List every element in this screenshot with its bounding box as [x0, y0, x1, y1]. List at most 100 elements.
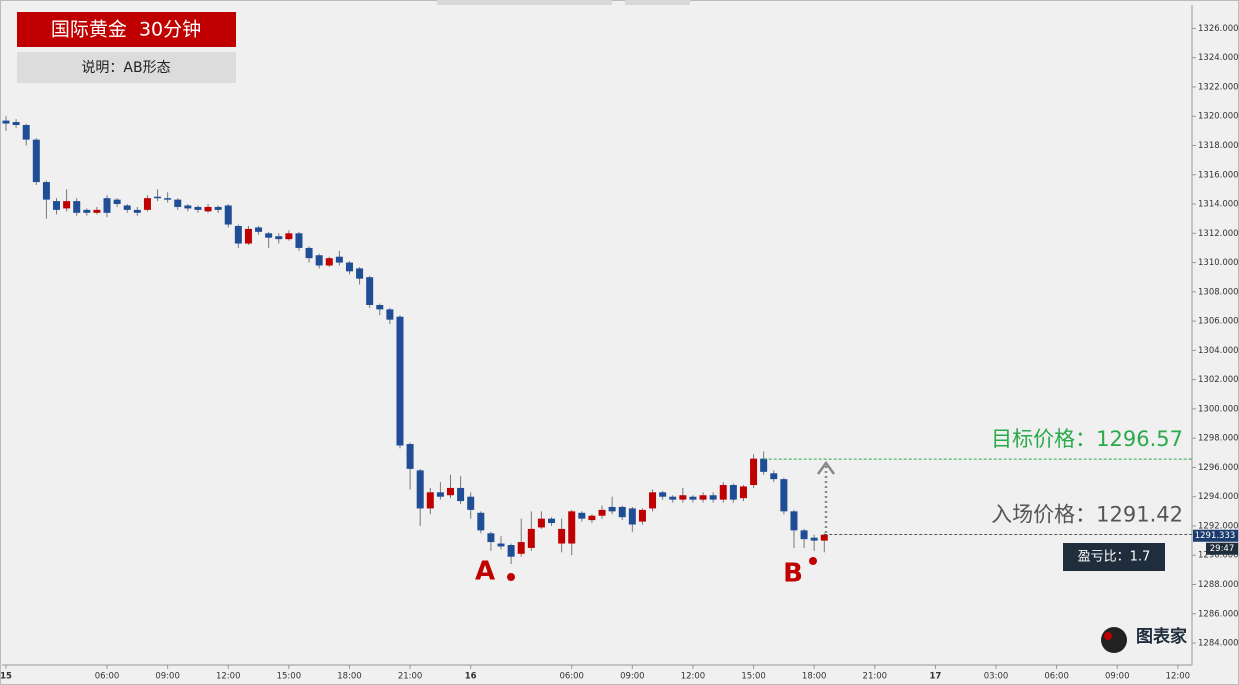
candle-body	[133, 209, 141, 213]
candle-body	[800, 530, 808, 540]
logo-icon	[1101, 627, 1127, 653]
candle-body	[598, 509, 606, 516]
candle-body	[578, 512, 586, 519]
x-tick-label: 06:00	[559, 672, 584, 682]
x-tick-label: 06:00	[1044, 672, 1069, 682]
x-tick-label: 15:00	[741, 672, 766, 682]
y-tick-label: 1326.000	[1198, 24, 1239, 34]
candle-body	[699, 495, 707, 500]
candle-body	[436, 492, 444, 497]
x-tick-label: 21:00	[863, 672, 888, 682]
risk-reward: 盈亏比：1.7	[1078, 550, 1151, 565]
x-tick-label: 03:00	[984, 672, 1009, 682]
candle-body	[507, 545, 515, 557]
y-tick-label: 1308.000	[1198, 287, 1239, 297]
candle-body	[638, 509, 646, 522]
candle-body	[143, 198, 151, 210]
candle-body	[396, 316, 404, 446]
current-price-tag	[1193, 529, 1238, 542]
candle-body	[750, 458, 758, 485]
point-a-label: A	[475, 557, 495, 587]
x-tick-label: 12:00	[216, 672, 241, 682]
candle-body	[679, 495, 687, 500]
candle-body	[93, 209, 101, 213]
candle-body	[22, 125, 30, 140]
chart-subtitle: 说明：AB形态	[81, 60, 170, 76]
candle-body	[325, 258, 333, 266]
candle-body	[548, 518, 556, 524]
y-tick-label: 1320.000	[1198, 112, 1239, 122]
subtitle-box	[17, 52, 236, 83]
y-tick-label: 1306.000	[1198, 317, 1239, 327]
candle-body	[426, 492, 434, 509]
candle-body	[628, 508, 636, 525]
candle-body	[83, 209, 91, 213]
candle-body	[244, 228, 252, 244]
x-tick-label: 09:00	[1105, 672, 1130, 682]
candle-body	[164, 198, 172, 200]
y-tick-label: 1294.000	[1198, 492, 1239, 502]
target-arrow-head	[816, 460, 836, 475]
x-tick-label: 16	[465, 672, 477, 682]
title-box	[17, 12, 236, 47]
candle-body	[537, 518, 545, 528]
candle-body	[345, 262, 353, 272]
x-tick-label: 21:00	[398, 672, 423, 682]
candle-body	[103, 198, 111, 213]
candle-body	[517, 542, 525, 554]
candle-body	[477, 512, 485, 531]
chart-title: 国际黄金 30分钟	[51, 19, 201, 41]
x-tick-label: 18:00	[802, 672, 827, 682]
candle-body	[739, 486, 747, 499]
candle-body	[12, 122, 20, 125]
candle-body	[729, 485, 737, 500]
point-b-dot	[809, 557, 817, 565]
candle-body	[608, 506, 616, 512]
scroll-bar	[437, 0, 612, 5]
x-tick-label: 17	[929, 672, 941, 682]
candle-body	[618, 506, 626, 518]
countdown-tag	[1206, 542, 1238, 555]
candle-body	[194, 206, 202, 210]
x-tick-label: 15:00	[277, 672, 302, 682]
y-tick-label: 1292.000	[1198, 521, 1239, 531]
y-tick-label: 1312.000	[1198, 229, 1239, 239]
candle-body	[820, 534, 828, 541]
candle-body	[790, 511, 798, 531]
candle-body	[335, 256, 343, 263]
countdown-label: 29:47	[1210, 544, 1235, 554]
x-tick-label: 18:00	[337, 672, 362, 682]
candle-body	[386, 309, 394, 320]
y-tick-label: 1296.000	[1198, 463, 1239, 473]
candle-body	[255, 227, 263, 232]
candle-body	[63, 201, 71, 209]
y-tick-label: 1316.000	[1198, 170, 1239, 180]
entry-label: 入场价格：1291.42	[991, 502, 1183, 526]
candle-body	[32, 139, 40, 183]
x-tick-label: 15	[0, 672, 12, 682]
candle-body	[184, 205, 192, 209]
logo-icon-dot	[1104, 632, 1112, 640]
candle-body	[406, 444, 414, 469]
candle-body	[295, 233, 303, 248]
candle-body	[527, 528, 535, 548]
candle-body	[42, 182, 50, 200]
y-tick-label: 1298.000	[1198, 434, 1239, 444]
candle-body	[73, 201, 81, 213]
y-tick-label: 1310.000	[1198, 258, 1239, 268]
y-tick-label: 1318.000	[1198, 141, 1239, 151]
candle-body	[376, 305, 384, 310]
scroll-bar	[625, 0, 690, 5]
current-price-label: 1291.333	[1195, 531, 1236, 541]
logo-text: 图表家	[1136, 626, 1187, 647]
y-tick-label: 1322.000	[1198, 82, 1239, 92]
candle-body	[719, 485, 727, 500]
candle-body	[649, 492, 657, 509]
candle-body	[305, 247, 313, 259]
candle-body	[588, 515, 596, 521]
candle-body	[457, 487, 465, 502]
candle-body	[689, 496, 697, 500]
candle-body	[709, 495, 717, 500]
y-tick-label: 1286.000	[1198, 609, 1239, 619]
